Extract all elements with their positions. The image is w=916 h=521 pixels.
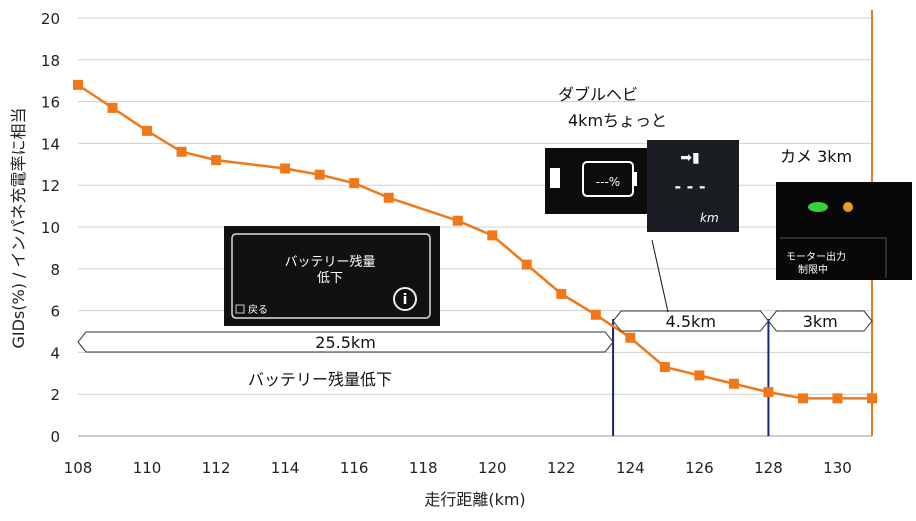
data-point-3 [176,146,187,157]
x-tick-11: 130 [823,459,852,477]
inset-range: ➡▮ - - - km [647,140,739,232]
x-tick-2: 112 [202,459,231,477]
annotation-4km: 4kmちょっと [568,111,667,130]
x-tick-3: 114 [271,459,300,477]
info-icon [393,287,417,311]
inset-percent: ---% [545,148,647,214]
arrow-plug-icon: ➡▮ [680,150,699,166]
data-point-19 [797,393,808,404]
inset-battery-low-line1: バッテリー残量 [284,255,375,270]
y-tick-6: 12 [41,177,60,195]
inset-range-unit: km [700,211,719,225]
annotation-double-snake: ダブルヘビ [558,85,638,104]
data-point-16 [694,370,705,381]
data-point-13 [590,309,601,320]
data-point-10 [487,230,498,241]
annotation-turtle: カメ 3km [780,147,852,166]
data-point-11 [521,259,532,270]
data-point-17 [728,378,739,389]
distance-spans: 25.5km 4.5km 3km [77,310,873,353]
data-point-21 [867,393,877,404]
data-point-20 [832,393,843,404]
y-tick-labels: 0 2 4 6 8 10 12 14 16 18 20 [41,10,60,446]
inset-battery-low-back: 戻る [248,303,268,316]
inset-battery-low-line2: 低下 [317,271,343,286]
annotation-battery-low: バッテリー残量低下 [248,370,392,389]
x-tick-5: 118 [409,459,438,477]
x-tick-8: 124 [616,459,645,477]
data-point-18 [763,387,774,398]
y-tick-5: 10 [41,219,60,237]
data-point-8 [383,192,394,203]
x-tick-7: 122 [547,459,576,477]
inset-percent-text: ---% [596,175,620,189]
annotation-pointer [651,239,669,313]
data-point-7 [349,178,360,189]
x-tick-4: 116 [340,459,369,477]
data-point-4 [211,155,222,166]
warning-lamp-icon [843,202,853,212]
turtle-icon [808,202,828,212]
fuel-pump-icon [550,168,560,188]
y-tick-9: 18 [41,52,60,70]
data-point-5 [280,163,291,174]
x-axis-label: 走行距離(km) [424,490,525,509]
y-tick-3: 6 [50,303,60,321]
data-point-2 [142,125,153,136]
data-point-14 [625,332,636,343]
inset-turtle: モーター出力 制限中 [776,182,912,280]
span-arrow-2 [767,310,873,332]
data-point-12 [556,288,567,299]
y-axis-label: GIDs(%) / インパネ充電率に相当 [9,107,28,348]
x-tick-10: 128 [754,459,783,477]
info-icon-label: i [403,292,408,308]
x-tick-0: 108 [64,459,93,477]
y-tick-2: 4 [50,344,60,362]
data-point-0 [73,79,83,90]
y-tick-1: 2 [50,386,60,404]
data-point-9 [452,215,463,226]
inset-range-dashes: - - - [674,177,705,196]
series-gids [73,79,877,404]
y-tick-10: 20 [41,10,60,28]
back-icon [235,304,245,314]
x-tick-9: 126 [685,459,714,477]
x-tick-6: 120 [478,459,507,477]
span-label-1: 4.5km [666,312,716,331]
x-tick-1: 110 [133,459,162,477]
y-tick-4: 8 [50,261,60,279]
y-tick-0: 0 [50,428,60,446]
inset-turtle-line1: モーター出力 [786,250,846,263]
span-arrow-0 [77,331,614,353]
series-line [77,83,872,400]
y-tick-8: 16 [41,94,60,112]
data-point-1 [107,102,118,113]
data-point-6 [314,169,325,180]
span-label-0: 25.5km [315,333,375,352]
inset-turtle-line2: 制限中 [798,263,828,276]
x-tick-labels: 108 110 112 114 116 118 120 122 124 126 128 130 [64,459,852,477]
y-tick-7: 14 [41,135,60,153]
inset-battery-low: バッテリー残量 低下 戻る i [224,226,440,326]
span-label-2: 3km [803,312,838,331]
data-point-15 [659,362,670,373]
